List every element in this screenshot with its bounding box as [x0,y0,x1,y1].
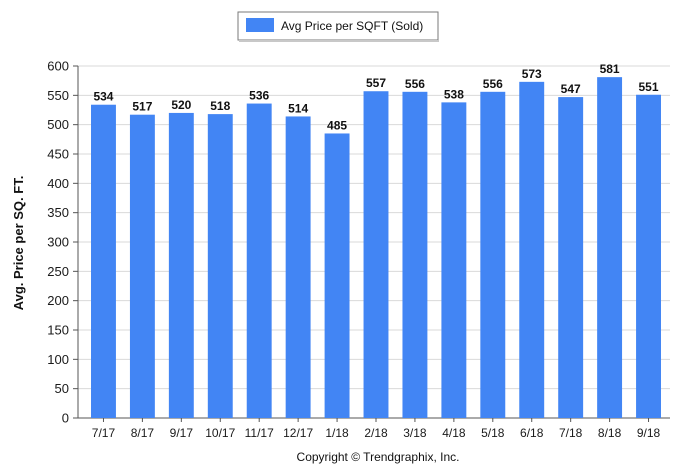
data-label: 536 [249,89,269,103]
x-tick-label: 11/17 [245,426,274,440]
x-tick-label: 12/17 [283,426,313,440]
data-label: 551 [639,80,659,94]
y-tick-label: 200 [47,293,69,308]
x-tick-label: 7/18 [559,426,583,440]
bar-5-18 [480,91,506,418]
y-tick-label: 50 [55,381,69,396]
x-tick-labels: 7/17 8/17 9/17 10/17 11/17 12/17 1/18 2/18 3/18 4… [92,418,661,440]
y-tick-label: 450 [47,147,69,162]
data-label: 534 [93,90,113,104]
data-label: 556 [483,77,503,91]
bar-7-17 [91,104,116,418]
bar-10-17 [207,114,233,419]
x-tick-label: 10/17 [205,426,235,440]
legend: Avg Price per SQFT (Sold) [237,11,439,42]
data-label: 581 [600,62,620,76]
x-tick-label: 8/18 [598,426,622,440]
y-tick-label: 100 [47,352,69,367]
x-tick-label: 4/18 [442,426,466,440]
data-label: 557 [366,76,386,90]
bar-2-18 [363,91,389,418]
bar-4-18 [441,102,467,419]
x-tick-label: 5/18 [481,426,505,440]
bar-6-18 [519,81,545,418]
x-tick-label: 6/18 [520,426,544,440]
x-tick-label: 8/17 [131,426,155,440]
y-tick-label: 150 [47,323,69,338]
y-axis-title: Avg. Price per SQ. FT. [11,176,26,311]
y-tick-labels: 0 50 100 150 200 250 300 350 400 450 500 550 600 [47,59,69,426]
data-label: 517 [132,100,152,114]
bar-1-18 [324,133,350,418]
x-tick-label: 9/18 [637,426,661,440]
y-tick-label: 600 [47,59,69,74]
data-label: 485 [327,118,347,132]
y-tick-label: 550 [47,88,69,103]
bars [91,77,661,419]
data-label: 556 [405,77,425,91]
x-tick-label: 9/17 [170,426,194,440]
data-label: 514 [288,101,308,115]
bar-11-17 [246,103,272,419]
y-tick-label: 300 [47,235,69,250]
bar-12-17 [285,116,311,418]
bar-8-17 [129,114,155,418]
copyright-footer: Copyright © Trendgraphix, Inc. [297,450,460,464]
data-label: 547 [561,82,581,96]
bar-8-18 [597,77,623,419]
bar-9-17 [168,112,194,419]
data-label: 518 [210,99,230,113]
y-tick-label: 350 [47,205,69,220]
y-tick-label: 500 [47,117,69,132]
x-tick-label: 2/18 [364,426,388,440]
bar-9-18 [636,94,661,418]
legend-label: Avg Price per SQFT (Sold) [281,19,423,33]
bar-7-18 [558,97,584,418]
data-label: 573 [522,67,542,81]
bar-3-18 [402,91,428,418]
y-tick-label: 400 [47,176,69,191]
x-tick-label: 3/18 [403,426,427,440]
legend-swatch [246,18,274,32]
y-tick-label: 250 [47,264,69,279]
x-tick-label: 1/18 [325,426,349,440]
data-labels: 534 517 520 518 536 514 485 557 556 538 556 573 547 5… [93,62,658,132]
legend-shadow [239,40,439,42]
data-label: 520 [171,98,191,112]
data-label: 538 [444,87,464,101]
y-tick-label: 0 [62,411,69,426]
x-tick-label: 7/17 [92,426,116,440]
legend-box [237,11,439,41]
